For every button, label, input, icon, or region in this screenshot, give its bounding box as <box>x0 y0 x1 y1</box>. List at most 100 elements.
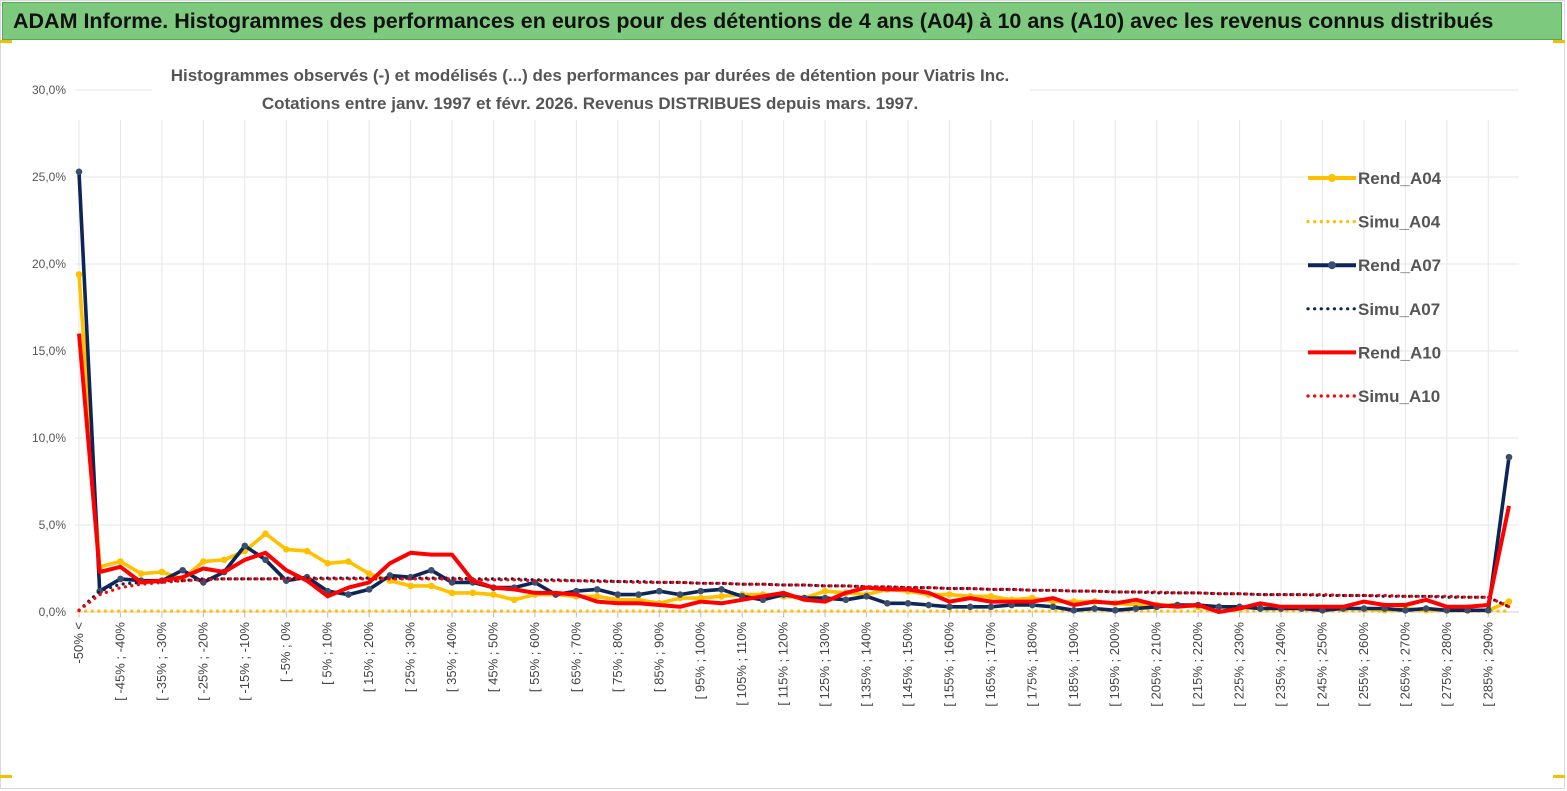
rend-a07-point <box>635 591 642 598</box>
x-tick-label: [ 285% ; 290% <box>1480 622 1495 707</box>
rend-a07-point <box>1360 605 1368 612</box>
rend-a07-point <box>904 600 912 607</box>
legend-item: Simu_A04 <box>1306 213 1441 232</box>
gridlines <box>75 89 1519 618</box>
x-tick-label: [ -45% ; -40% <box>112 622 127 701</box>
rend-a07-point <box>966 603 974 611</box>
rend-a07-point <box>1132 605 1140 612</box>
rend-a04-point <box>220 556 228 564</box>
x-tick-label: [ 245% ; 250% <box>1314 622 1329 707</box>
rend-a07-point <box>1257 605 1264 612</box>
rend-a07-point <box>593 586 601 593</box>
rend-a07-point <box>1505 453 1513 461</box>
rend-a04-point <box>697 594 705 602</box>
rend-a04-point <box>510 596 518 604</box>
legend-item: Rend_A07 <box>1308 256 1441 275</box>
x-tick-label: [ 115% ; 120% <box>776 622 791 706</box>
rend-a04-point <box>593 593 601 600</box>
rend-a04-point <box>262 530 269 537</box>
frame-corner-mark <box>1553 775 1565 778</box>
chart-title-line-2: Cotations entre janv. 1997 et févr. 2026… <box>262 94 918 113</box>
x-tick-label: [ 255% ; 260% <box>1356 622 1371 707</box>
rend-a04-point <box>75 271 83 278</box>
x-tick-label: [ -15% ; -10% <box>237 622 252 701</box>
rend-a07-point <box>697 587 705 595</box>
x-tick-label: [ 105% ; 110% <box>734 622 749 706</box>
rend-a04-point <box>490 591 497 598</box>
y-tick-label: 5,0% <box>39 518 67 532</box>
x-tick-label: [ 175% ; 180% <box>1024 622 1039 707</box>
x-tick-label: [ 85% ; 90% <box>651 622 666 693</box>
rend-a04-point <box>303 547 311 555</box>
rend-a07-point <box>241 542 249 550</box>
rend-a04-point <box>365 570 373 578</box>
x-tick-label: [ 125% ; 130% <box>817 622 832 707</box>
y-tick-label: 30,0% <box>32 83 66 97</box>
rend-a04-point <box>946 591 953 598</box>
rend-a04-point <box>1505 598 1513 605</box>
rend-a04-point <box>469 589 477 597</box>
rend-a07-point <box>179 566 186 574</box>
x-axis: -50% < [ -45% ; -40% [ -35% ; -30% [ -25% ;… <box>71 611 1519 707</box>
legend: Rend_A04 Simu_A04 Rend_A07 Simu_A07 Rend_A10… <box>1306 169 1442 406</box>
x-tick-label: [ 65% ; 70% <box>568 622 583 693</box>
rend-a07-point <box>262 556 269 564</box>
legend-label: Rend_A10 <box>1358 343 1441 362</box>
x-tick-label: [ 45% ; 50% <box>485 622 500 693</box>
x-tick-label: [ 75% ; 80% <box>610 622 625 693</box>
rend-a04-point <box>158 568 166 576</box>
rend-a07-point <box>946 603 953 611</box>
rend-a07-point <box>448 579 456 586</box>
x-tick-label: [ 135% ; 140% <box>859 622 874 707</box>
x-tick-label: -50% < <box>71 622 86 664</box>
frame-corner-mark <box>1553 40 1565 43</box>
x-tick-label: [ 205% ; 210% <box>1149 622 1164 707</box>
legend-item: Rend_A10 <box>1308 343 1441 362</box>
rend-a04-line <box>77 274 1510 613</box>
legend-marker <box>1328 261 1336 270</box>
legend-label: Rend_A04 <box>1358 169 1442 188</box>
legend-label: Rend_A07 <box>1358 256 1441 275</box>
rend-a07-point <box>614 591 622 598</box>
x-tick-label: [ 5% ; 10% <box>320 622 335 685</box>
y-tick-label: 15,0% <box>32 344 66 358</box>
x-tick-label: [ 95% ; 100% <box>693 622 708 700</box>
simu-a07-line <box>77 576 1511 612</box>
x-tick-label: [ 225% ; 230% <box>1232 622 1247 707</box>
x-tick-label: [ 185% ; 190% <box>1066 622 1081 707</box>
rend-a07-point <box>1049 603 1057 611</box>
rend-a07-point <box>883 600 891 607</box>
rend-a07-point <box>863 593 870 600</box>
x-tick-label: [ -5% ; 0% <box>278 622 293 682</box>
x-tick-label: [ 145% ; 150% <box>900 622 915 707</box>
rend-a04-point <box>345 558 352 565</box>
rend-a07-point <box>842 596 850 604</box>
rend-a07-point <box>1422 605 1430 612</box>
rend-a07-point <box>1091 605 1098 612</box>
simu-a10-line <box>77 577 1511 612</box>
x-tick-label: [ 235% ; 240% <box>1273 622 1288 707</box>
x-tick-label: [ 55% ; 60% <box>527 622 542 693</box>
x-tick-label: [ 15% ; 20% <box>361 622 376 693</box>
frame-corner-mark <box>0 775 12 778</box>
x-tick-label: [ 25% ; 30% <box>403 622 418 693</box>
rend-a07-point <box>1484 606 1492 614</box>
rend-a04-point <box>718 593 725 600</box>
x-tick-label: [ -35% ; -30% <box>154 622 169 701</box>
report-banner-title: ADAM Informe. Histogrammes des performan… <box>2 2 1562 40</box>
rend-a07-point <box>925 601 933 609</box>
y-tick-label: 25,0% <box>32 170 66 184</box>
rend-a07-point <box>117 575 124 583</box>
legend-item: Simu_A07 <box>1306 300 1440 319</box>
rend-a04-point <box>282 546 290 553</box>
rend-a07-point <box>676 591 684 598</box>
rend-a04-point <box>117 558 124 565</box>
x-tick-label: [ 35% ; 40% <box>444 622 459 693</box>
legend-marker <box>1328 174 1336 182</box>
legend-label: Simu_A10 <box>1358 387 1440 406</box>
legend-item: Rend_A04 <box>1308 169 1442 188</box>
rend-a04-point <box>200 558 207 565</box>
rend-a07-point <box>1402 606 1409 614</box>
rend-a04-point <box>448 589 456 597</box>
